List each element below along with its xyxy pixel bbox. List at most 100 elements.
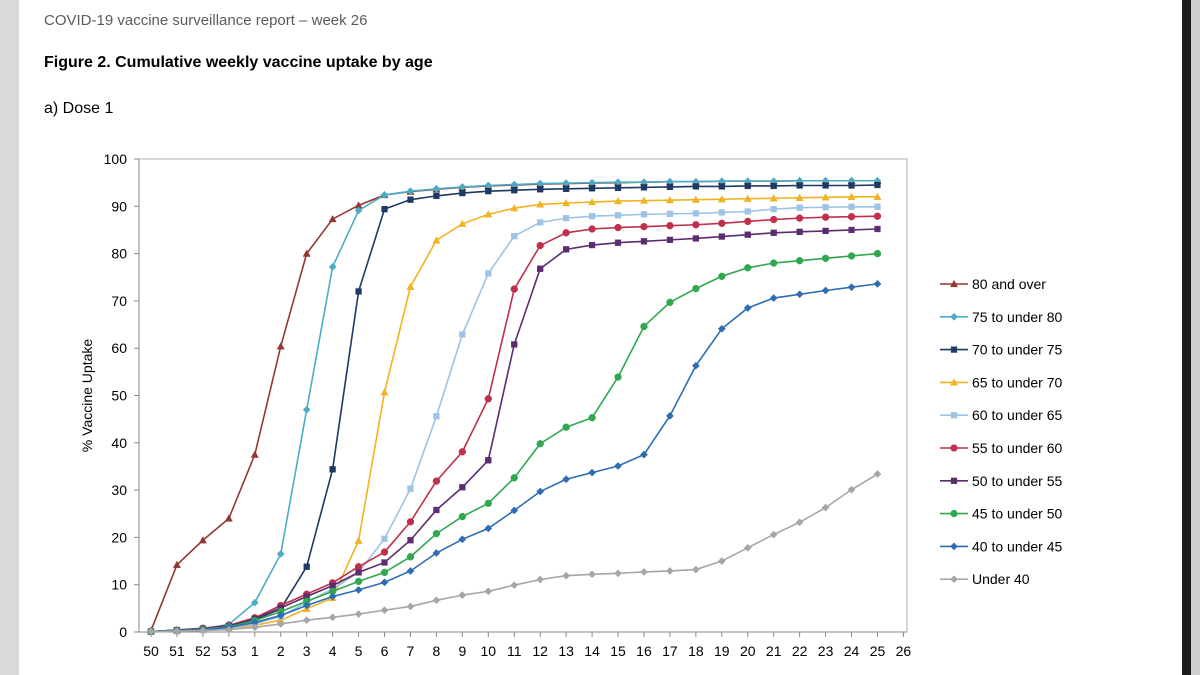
data-point-diamond <box>458 535 467 544</box>
data-point-diamond <box>769 294 778 303</box>
data-point-diamond <box>250 598 259 607</box>
x-tick-label: 16 <box>636 643 652 659</box>
data-point-triangle <box>949 279 959 288</box>
figure-title: Figure 2. Cumulative weekly vaccine upta… <box>44 54 433 71</box>
data-point-circle <box>821 213 830 221</box>
data-point-square <box>770 206 777 213</box>
right-edge-bar <box>1182 0 1200 675</box>
data-point-triangle <box>432 236 441 244</box>
x-tick-label: 23 <box>818 643 834 659</box>
data-point-circle <box>744 217 752 226</box>
data-point-triangle <box>691 195 700 203</box>
data-point-circle <box>666 298 674 306</box>
data-point-square <box>822 182 829 189</box>
data-point-diamond <box>172 627 181 636</box>
data-point-square <box>433 506 440 514</box>
legend-item: 60 to under 65 <box>940 407 1063 423</box>
data-point-diamond <box>743 543 752 552</box>
x-tick-label: 51 <box>169 643 185 659</box>
data-point-square <box>822 227 829 235</box>
data-point-circle <box>770 259 778 267</box>
data-point-circle <box>640 222 648 231</box>
legend-label: 75 to under 80 <box>972 309 1063 325</box>
data-point-triangle <box>172 560 181 568</box>
data-point-square <box>770 229 777 236</box>
x-tick-label: 21 <box>766 643 782 659</box>
legend-label: 45 to under 50 <box>972 506 1063 522</box>
data-point-square <box>433 413 440 420</box>
data-point-diamond <box>302 405 311 414</box>
data-point-diamond <box>276 620 285 628</box>
data-point-triangle <box>198 536 207 544</box>
data-point-circle <box>510 474 518 482</box>
series-60-to-under-65 <box>147 203 881 635</box>
data-point-diamond <box>665 411 674 420</box>
data-point-diamond <box>510 581 519 590</box>
series-line <box>150 215 878 633</box>
data-point-triangle <box>847 192 856 200</box>
data-point-square <box>770 182 777 190</box>
data-point-diamond <box>276 550 285 558</box>
data-point-circle <box>640 322 648 331</box>
data-point-square <box>407 537 414 544</box>
data-point-diamond <box>484 587 493 596</box>
data-point-diamond <box>950 542 958 551</box>
data-point-diamond <box>406 567 415 575</box>
data-point-diamond <box>380 190 389 199</box>
x-tick-label: 1 <box>251 643 259 659</box>
data-point-diamond <box>250 623 259 632</box>
data-point-circle <box>536 241 544 250</box>
data-point-square <box>692 235 699 242</box>
y-tick-label: 70 <box>111 293 127 309</box>
data-point-circle <box>873 212 882 220</box>
data-point-diamond <box>614 569 622 578</box>
x-tick-label: 50 <box>143 643 159 659</box>
data-point-diamond <box>743 304 752 312</box>
legend-item: 50 to under 55 <box>940 473 1063 489</box>
data-point-triangle <box>276 342 285 350</box>
data-point-diamond <box>328 613 337 622</box>
data-point-diamond <box>588 468 597 477</box>
data-point-diamond <box>691 361 700 370</box>
legend-label: 50 to under 55 <box>972 473 1063 489</box>
x-tick-label: 26 <box>896 643 912 659</box>
data-point-diamond <box>588 570 597 579</box>
data-point-square <box>329 466 336 473</box>
legend-label: Under 40 <box>972 571 1030 587</box>
data-point-circle <box>614 373 622 381</box>
data-point-square <box>848 203 855 210</box>
data-point-diamond <box>562 571 571 580</box>
data-point-square <box>822 204 829 211</box>
legend-item: 55 to under 60 <box>940 440 1063 456</box>
data-point-square <box>718 209 725 216</box>
x-tick-label: 7 <box>407 643 415 659</box>
data-point-circle <box>718 272 726 280</box>
data-point-square <box>614 239 622 246</box>
figure-subtitle: a) Dose 1 <box>44 100 114 117</box>
data-point-square <box>874 225 881 233</box>
left-edge-bar <box>0 0 19 675</box>
data-point-square <box>692 210 699 217</box>
data-point-triangle <box>614 196 623 205</box>
data-point-circle <box>847 252 856 260</box>
x-tick-label: 53 <box>221 643 237 659</box>
data-point-square <box>459 189 466 197</box>
data-point-triangle <box>406 282 415 290</box>
x-tick-label: 24 <box>844 643 860 659</box>
data-point-square <box>381 206 388 213</box>
series-line <box>150 196 878 633</box>
data-point-diamond <box>665 567 674 575</box>
data-point-triangle <box>769 194 778 202</box>
data-point-circle <box>692 284 700 293</box>
x-tick-label: 12 <box>532 643 548 659</box>
data-point-square <box>563 246 570 253</box>
data-point-square <box>950 412 958 419</box>
data-point-square <box>433 192 440 200</box>
data-point-square <box>355 288 362 295</box>
data-point-square <box>563 214 570 222</box>
x-tick-label: 13 <box>558 643 574 659</box>
data-point-square <box>666 210 674 217</box>
data-point-square <box>485 270 492 277</box>
data-point-triangle <box>717 195 726 203</box>
data-point-diamond <box>821 503 830 512</box>
